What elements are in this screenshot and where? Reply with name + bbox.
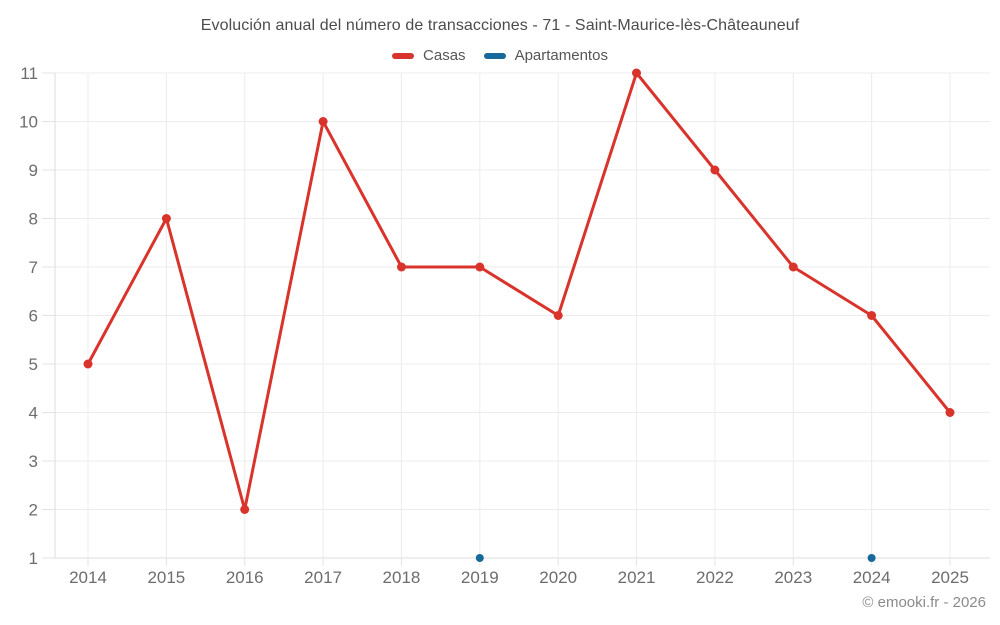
y-axis-label: 7 (29, 258, 38, 277)
casas-point-2025[interactable] (945, 408, 955, 417)
x-axis-label: 2022 (696, 568, 734, 587)
x-axis-label: 2019 (461, 568, 499, 587)
casas-point-2022[interactable] (710, 165, 720, 175)
y-axis-label: 6 (29, 307, 38, 326)
apartamentos-point-2024[interactable] (867, 554, 876, 562)
casas-point-2024[interactable] (867, 311, 877, 320)
y-axis-label: 1 (29, 549, 38, 568)
legend-label-apartamentos: Apartamentos (514, 47, 608, 64)
casas-point-2014[interactable] (83, 359, 93, 369)
legend-swatch-casas-icon (392, 52, 415, 59)
apartamentos-point-2019[interactable] (475, 554, 484, 562)
y-axis-label: 4 (29, 404, 38, 423)
y-axis-label: 5 (29, 355, 38, 374)
legend-swatch-apartamentos-icon (483, 52, 506, 59)
legend-label-casas: Casas (423, 47, 466, 64)
y-axis-label: 8 (29, 210, 38, 229)
y-axis-label: 9 (29, 161, 38, 180)
casas-point-2020[interactable] (553, 311, 563, 320)
casas-point-2019[interactable] (475, 262, 485, 272)
watermark: © emooki.fr - 2026 (862, 594, 986, 611)
y-axis-label: 3 (29, 452, 38, 471)
casas-point-2023[interactable] (788, 262, 798, 272)
y-axis-label: 2 (29, 501, 38, 520)
legend-item-casas[interactable]: Casas (392, 47, 466, 64)
chart-legend: Casas Apartamentos (0, 47, 1000, 64)
casas-line (86, 71, 952, 511)
casas-point-2018[interactable] (397, 262, 406, 272)
x-axis-label: 2016 (226, 568, 264, 587)
x-axis-label: 2023 (774, 568, 812, 587)
x-axis-label: 2024 (853, 568, 891, 587)
x-axis-label: 2017 (304, 568, 342, 587)
x-axis-label: 2020 (539, 568, 577, 587)
casas-point-2016[interactable] (240, 505, 250, 514)
chart-title: Evolución anual del número de transaccio… (200, 17, 800, 34)
casas-point-2021[interactable] (632, 68, 641, 78)
casas-point-2015[interactable] (161, 214, 171, 223)
x-axis-label: 2014 (69, 568, 107, 587)
legend-item-apartamentos[interactable]: Apartamentos (483, 47, 608, 64)
casas-point-2017[interactable] (318, 117, 328, 126)
x-axis-label: 2021 (618, 568, 656, 587)
x-axis-label: 2015 (147, 568, 185, 587)
y-axis-label: 11 (20, 64, 38, 83)
y-axis-label: 10 (19, 113, 38, 132)
x-axis-label: 2025 (931, 568, 969, 587)
x-axis-label: 2018 (383, 568, 421, 587)
